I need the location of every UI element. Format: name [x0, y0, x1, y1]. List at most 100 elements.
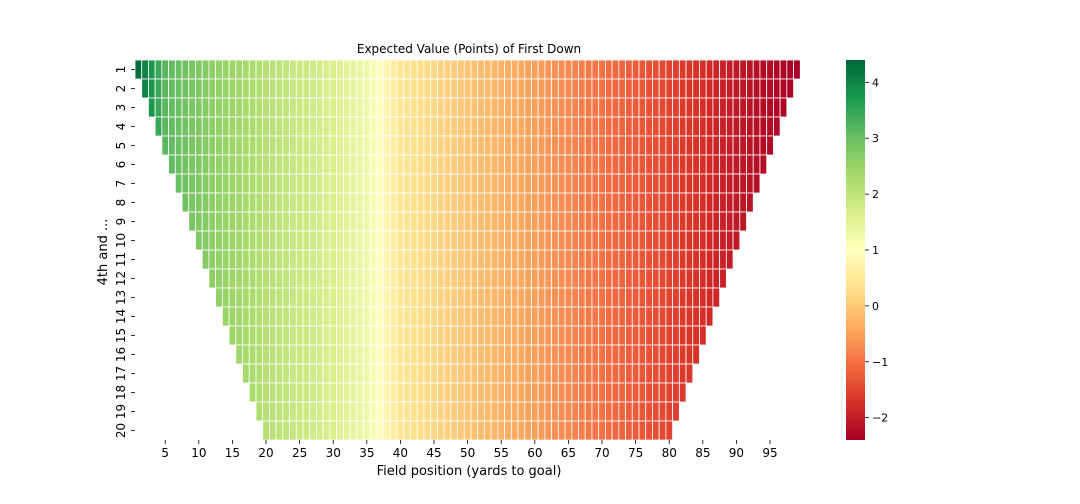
heatmap-cell — [396, 420, 405, 441]
heatmap-cell — [443, 78, 452, 99]
heatmap-cell — [766, 116, 774, 137]
heatmap-cell — [477, 173, 485, 194]
heatmap-cell — [430, 363, 438, 384]
heatmap-cell — [195, 78, 203, 99]
heatmap-cell — [692, 306, 700, 327]
heatmap-cell — [591, 249, 600, 270]
heatmap-cell — [215, 59, 223, 80]
heatmap-cell — [692, 59, 700, 80]
heatmap-cell — [665, 249, 674, 270]
heatmap-cell — [591, 420, 600, 441]
heatmap-cell — [665, 211, 674, 232]
heatmap-cell — [531, 344, 539, 365]
heatmap-cell — [672, 363, 680, 384]
heatmap-cell — [584, 420, 593, 441]
heatmap-cell — [309, 268, 317, 289]
heatmap-cell — [490, 287, 499, 308]
heatmap-cell — [383, 154, 391, 175]
heatmap-cell — [403, 363, 411, 384]
heatmap-cell — [316, 325, 324, 346]
heatmap-cell — [618, 344, 626, 365]
heatmap-cell — [322, 154, 331, 175]
heatmap-cell — [497, 135, 506, 156]
heatmap-cell — [719, 192, 727, 213]
heatmap-cell — [517, 325, 526, 346]
heatmap-cell — [652, 135, 660, 156]
heatmap-cell — [477, 363, 485, 384]
heatmap-cell — [490, 306, 499, 327]
heatmap-cell — [235, 306, 243, 327]
heatmap-cell — [410, 59, 418, 80]
heatmap-cell — [248, 78, 257, 99]
heatmap-cell — [490, 268, 499, 289]
heatmap-cell — [537, 154, 546, 175]
heatmap-cell — [302, 268, 311, 289]
heatmap-cell — [208, 211, 217, 232]
heatmap-cell — [517, 287, 526, 308]
heatmap-cell — [262, 382, 270, 403]
heatmap-cell — [369, 401, 378, 422]
x-tick-label: 50 — [460, 446, 475, 460]
heatmap-cell — [638, 268, 647, 289]
heatmap-cell — [416, 97, 425, 118]
heatmap-cell — [638, 325, 647, 346]
heatmap-cell — [396, 344, 405, 365]
heatmap-cell — [618, 59, 626, 80]
heatmap-cell — [336, 249, 344, 270]
heatmap-cell — [363, 211, 371, 232]
heatmap-cell — [316, 382, 324, 403]
heatmap-cell — [443, 211, 452, 232]
heatmap-cell — [571, 211, 579, 232]
colorbar — [846, 60, 865, 440]
heatmap-cell — [416, 325, 425, 346]
heatmap-cell — [174, 78, 183, 99]
heatmap-cell — [638, 401, 647, 422]
heatmap-cell — [235, 59, 243, 80]
heatmap-cell — [356, 78, 364, 99]
heatmap-cell — [208, 154, 217, 175]
heatmap-cell — [557, 363, 566, 384]
heatmap-cell — [282, 173, 290, 194]
heatmap-cell — [349, 154, 358, 175]
heatmap-cell — [248, 230, 257, 251]
heatmap-cell — [497, 154, 506, 175]
heatmap-cell — [342, 287, 351, 308]
heatmap-cell — [349, 173, 358, 194]
heatmap-cell — [255, 382, 264, 403]
heatmap-cell — [322, 230, 331, 251]
x-tick-label: 65 — [561, 446, 576, 460]
heatmap-cell — [705, 268, 714, 289]
heatmap-cell — [268, 230, 277, 251]
heatmap-cell — [363, 306, 371, 327]
heatmap-cell — [524, 382, 532, 403]
heatmap-cell — [342, 78, 351, 99]
heatmap-cell — [591, 287, 600, 308]
heatmap-cell — [631, 211, 640, 232]
heatmap-cell — [705, 154, 714, 175]
heatmap-cell — [396, 154, 405, 175]
heatmap-cell — [652, 78, 660, 99]
heatmap-cell — [611, 78, 620, 99]
heatmap-cell — [625, 306, 633, 327]
heatmap-cell — [678, 268, 687, 289]
heatmap-cell — [484, 154, 492, 175]
heatmap-cell — [773, 97, 781, 118]
heatmap-cell — [658, 192, 667, 213]
heatmap-cell — [450, 287, 458, 308]
heatmap-cell — [625, 401, 633, 422]
heatmap-cell — [396, 97, 405, 118]
heatmap-cell — [524, 154, 532, 175]
heatmap-cell — [692, 135, 700, 156]
heatmap-cell — [591, 344, 600, 365]
heatmap-cell — [685, 97, 694, 118]
heatmap-cell — [349, 306, 358, 327]
heatmap-cell — [195, 97, 203, 118]
heatmap-cell — [598, 268, 606, 289]
heatmap-cell — [524, 97, 532, 118]
heatmap-cell — [645, 192, 653, 213]
heatmap-cell — [652, 230, 660, 251]
heatmap-cell — [477, 287, 485, 308]
heatmap-cell — [510, 268, 519, 289]
heatmap-cell — [363, 268, 371, 289]
heatmap-cell — [699, 173, 707, 194]
